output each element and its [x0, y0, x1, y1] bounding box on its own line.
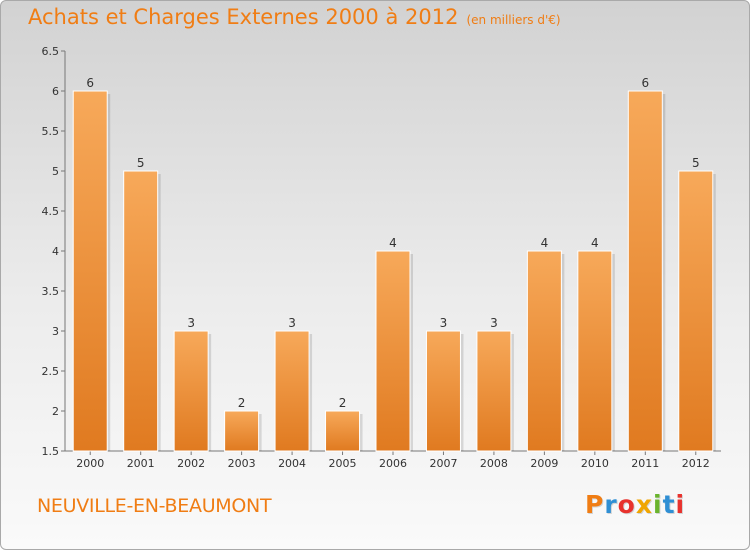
bar-2010 [577, 250, 613, 452]
bar-2009 [526, 250, 562, 452]
logo-letter: r [604, 490, 618, 519]
bar-2011 [627, 90, 663, 452]
chart-subtitle: (en milliers d'€) [466, 13, 561, 27]
bar-2000 [72, 90, 108, 452]
bar-2012 [678, 170, 714, 452]
bar-value-label: 2 [238, 396, 246, 410]
x-tick-label: 2008 [480, 457, 508, 470]
bar-value-label: 4 [591, 236, 599, 250]
bar-value-label: 3 [288, 316, 296, 330]
y-tick-label: 5 [52, 165, 59, 178]
y-tick-label: 2 [52, 405, 59, 418]
bar-2002 [173, 330, 209, 452]
bar-value-label: 5 [692, 156, 700, 170]
bar-value-label: 6 [641, 76, 649, 90]
y-tick-label: 6 [52, 85, 59, 98]
logo-letter: P [585, 490, 605, 519]
x-tick-label: 2009 [530, 457, 558, 470]
bar-value-label: 6 [86, 76, 94, 90]
bar-value-label: 5 [137, 156, 145, 170]
logo-letter: i [675, 490, 686, 519]
y-tick-label: 4 [52, 245, 59, 258]
bar-value-label: 3 [187, 316, 195, 330]
x-tick-label: 2011 [631, 457, 659, 470]
bar-value-label: 2 [339, 396, 347, 410]
y-tick-label: 4.5 [42, 205, 60, 218]
bar-2004 [274, 330, 310, 452]
chart-title: Achats et Charges Externes 2000 à 2012 (e… [28, 5, 561, 29]
x-tick-label: 2006 [379, 457, 407, 470]
x-tick-label: 2007 [429, 457, 457, 470]
y-tick-label: 6.5 [42, 45, 60, 58]
bar-value-label: 3 [440, 316, 448, 330]
x-tick-label: 2000 [76, 457, 104, 470]
logo-letter: x [635, 490, 653, 519]
y-tick-label: 3 [52, 325, 59, 338]
chart-title-main: Achats et Charges Externes 2000 à 2012 [28, 5, 459, 29]
chart-labels: 6 2000 5 2001 3 2002 2 2003 3 2004 2 2005 4 2006 3 2007… [76, 76, 710, 470]
x-tick-label: 2001 [127, 457, 155, 470]
bar-2008 [476, 330, 512, 452]
bar-2001 [123, 170, 159, 452]
logo-letter: t [662, 490, 676, 519]
chart-bars [72, 90, 716, 452]
commune-name: NEUVILLE-EN-BEAUMONT [37, 495, 272, 517]
bar-2003 [224, 410, 260, 452]
x-tick-label: 2004 [278, 457, 306, 470]
x-tick-label: 2010 [581, 457, 609, 470]
y-tick-label: 1.5 [42, 445, 60, 458]
bar-value-label: 4 [541, 236, 549, 250]
bar-2007 [425, 330, 461, 452]
bar-2006 [375, 250, 411, 452]
proxiti-logo: Proxiti [585, 490, 685, 519]
x-tick-label: 2005 [329, 457, 357, 470]
x-tick-label: 2002 [177, 457, 205, 470]
logo-letter: i [653, 490, 663, 519]
bar-value-label: 4 [389, 236, 397, 250]
bar-value-label: 3 [490, 316, 498, 330]
bar-2005 [325, 410, 361, 452]
y-tick-label: 5.5 [42, 125, 60, 138]
x-tick-label: 2003 [228, 457, 256, 470]
logo-letter: o [617, 490, 636, 519]
x-tick-label: 2012 [682, 457, 710, 470]
y-tick-label: 2.5 [42, 365, 60, 378]
y-tick-label: 3.5 [42, 285, 60, 298]
